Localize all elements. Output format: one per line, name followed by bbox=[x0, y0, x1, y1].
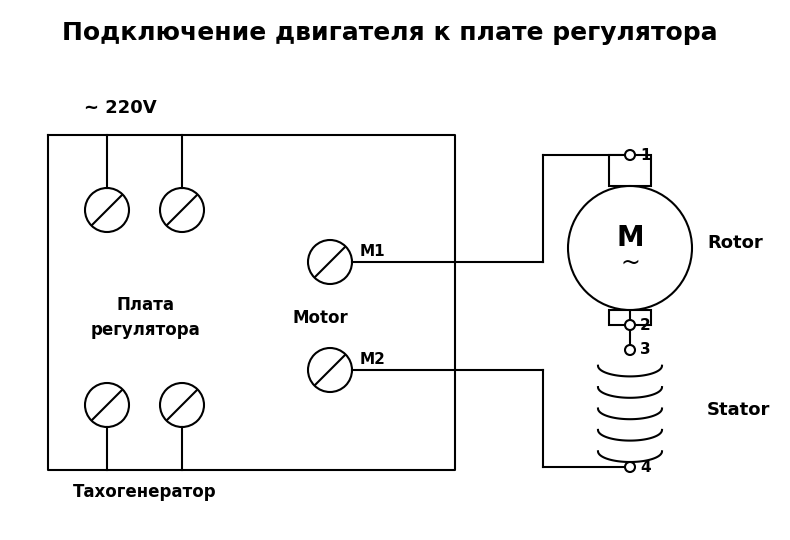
Text: Stator: Stator bbox=[707, 401, 770, 419]
Circle shape bbox=[625, 345, 635, 355]
Circle shape bbox=[568, 186, 692, 310]
Text: M1: M1 bbox=[360, 245, 386, 260]
Text: ~: ~ bbox=[620, 251, 640, 275]
Bar bbox=[609, 310, 651, 325]
Text: Motor: Motor bbox=[292, 309, 348, 327]
Text: 3: 3 bbox=[640, 342, 651, 357]
Text: регулятора: регулятора bbox=[90, 321, 200, 339]
Bar bbox=[609, 155, 651, 186]
Text: Плата: Плата bbox=[116, 296, 174, 314]
Text: Подключение двигателя к плате регулятора: Подключение двигателя к плате регулятора bbox=[62, 21, 718, 45]
Text: 1: 1 bbox=[640, 147, 650, 163]
Circle shape bbox=[625, 150, 635, 160]
Text: 4: 4 bbox=[640, 460, 651, 475]
Text: 2: 2 bbox=[640, 318, 651, 333]
Circle shape bbox=[625, 462, 635, 472]
Text: Rotor: Rotor bbox=[707, 234, 763, 252]
Text: M: M bbox=[616, 224, 644, 252]
Text: ~ 220V: ~ 220V bbox=[84, 99, 156, 117]
Text: Тахогенератор: Тахогенератор bbox=[73, 483, 216, 501]
Text: M2: M2 bbox=[360, 353, 386, 368]
Circle shape bbox=[625, 320, 635, 330]
